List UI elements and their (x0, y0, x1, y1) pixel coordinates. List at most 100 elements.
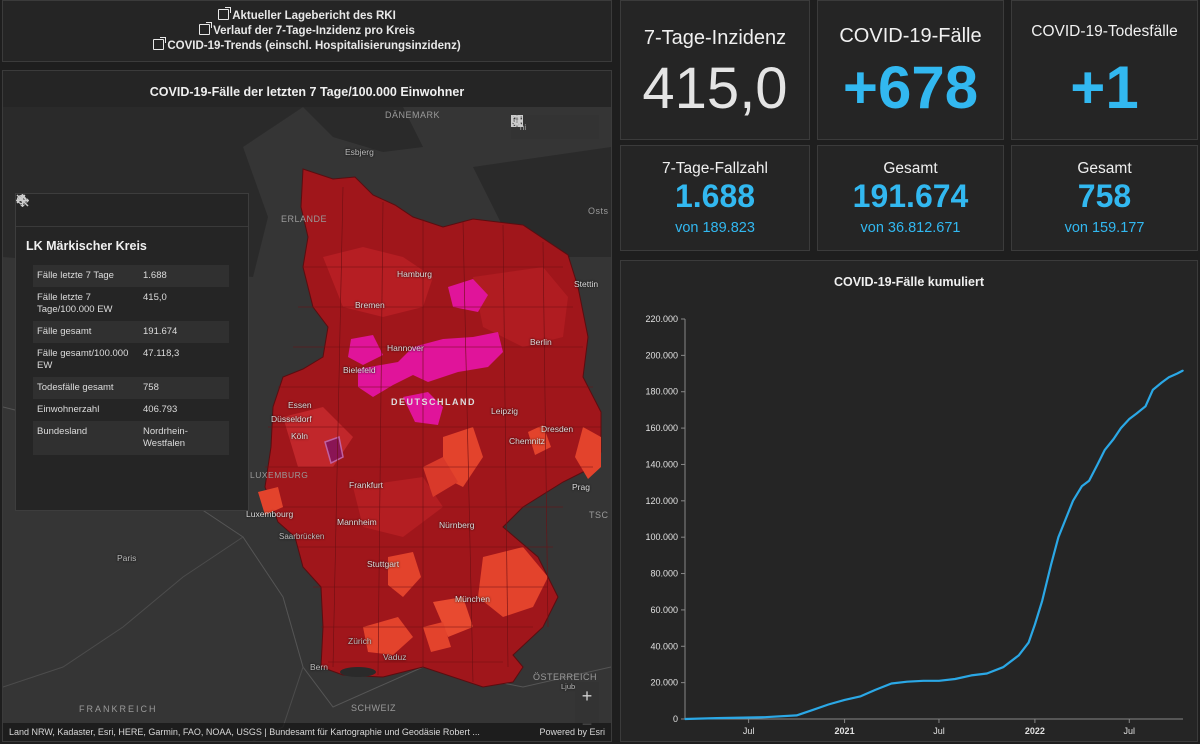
y-tick-label: 80.000 (650, 569, 678, 579)
city-prag: Prag (572, 482, 590, 492)
city-bremen: Bremen (355, 300, 385, 310)
attribute-key: Einwohnerzahl (37, 404, 100, 415)
label-schweiz: SCHWEIZ (351, 703, 396, 713)
kpi-tode: COVID-19-Todesfälle +1 (1011, 0, 1198, 140)
y-tick-label: 180.000 (645, 387, 678, 397)
powered-by[interactable]: Powered by Esri (539, 727, 605, 737)
attribute-key: Fälle gesamt/100.000 EW (37, 348, 129, 371)
data-point (1096, 463, 1099, 466)
attribute-value: 758 (139, 377, 229, 399)
attribute-key: Fälle letzte 7 Tage (33, 265, 139, 287)
data-point (922, 680, 925, 682)
chart-title: COVID-19-Fälle kumuliert (833, 275, 985, 289)
link-trends[interactable]: COVID-19-Trends (einschl. Hospitalisieru… (153, 36, 461, 54)
city-essen: Essen (288, 400, 312, 410)
bookmark-button[interactable] (511, 115, 555, 139)
city-luxembourg: Luxembourg (246, 509, 294, 519)
kpi-value: 415,0 (642, 56, 788, 121)
basemap-button[interactable] (511, 115, 599, 139)
map-canvas (3, 107, 611, 741)
chart-panel: COVID-19-Fälle kumuliert 0 20.000 40.000 60… (620, 260, 1198, 742)
city-muenchen: München (455, 594, 490, 604)
city-paris: Paris (117, 553, 137, 563)
link-inzidenz-verlauf[interactable]: Verlauf der 7-Tage-Inzidenz pro Kreis (199, 21, 415, 39)
x-tick-label: 2021 (835, 726, 855, 736)
city-esbjerg: Esbjerg (345, 147, 374, 157)
x-tick-label: 2022 (1025, 726, 1045, 736)
legend-button[interactable] (511, 115, 577, 139)
city-leipzig: Leipzig (491, 406, 518, 416)
series-line (684, 369, 1184, 721)
data-point (843, 699, 846, 701)
data-point (716, 717, 718, 719)
data-point (1182, 369, 1184, 372)
data-point (890, 682, 893, 685)
attribute-row: Bundesland Nordrhein-Westfalen (33, 421, 229, 455)
label-frankreich: FRANKREICH (79, 704, 158, 714)
data-point (1041, 600, 1044, 602)
city-mannheim: Mannheim (337, 517, 377, 527)
city-saarbruecken: Saarbrücken (279, 532, 325, 541)
city-nuernberg: Nürnberg (439, 520, 475, 530)
attribute-value: 191.674 (139, 321, 229, 343)
data-point (986, 672, 988, 675)
data-point (906, 680, 908, 683)
kpi-label: Gesamt (883, 160, 938, 177)
x-tick-label: Jul (743, 726, 755, 736)
data-point (1050, 563, 1052, 566)
attribute-row: Todesfälle gesamt 758 (33, 377, 229, 399)
data-point (1168, 376, 1170, 378)
link-label: COVID-19-Trends (einschl. Hospitalisieru… (167, 39, 461, 52)
feature-popup: LK Märkischer Kreis Fälle letzte 7 Tage 1… (15, 193, 249, 511)
attribution-text[interactable]: Land NRW, Kadaster, Esri, HERE, Garmin, … (9, 727, 480, 737)
data-point (1120, 427, 1122, 429)
label-niederlande: ERLANDE (281, 214, 328, 224)
attribute-row: Einwohnerzahl 406.793 (33, 399, 229, 421)
kpi-label: Gesamt (1077, 160, 1132, 177)
kpi-value: +678 (842, 54, 979, 121)
kpi-sub: von 189.823 (675, 220, 755, 236)
data-point (827, 703, 830, 706)
data-point (811, 709, 814, 711)
city-zuerich: Zürich (348, 636, 372, 646)
y-tick-label: 20.000 (650, 678, 678, 688)
data-point (1057, 536, 1060, 538)
attribute-table: Fälle letzte 7 Tage 1.688 Fälle letzte 7 T… (33, 265, 229, 455)
attribute-value: 1.688 (139, 265, 229, 287)
data-point (1027, 641, 1030, 644)
label-daenemark: DÄNEMARK (385, 110, 441, 120)
data-point (954, 678, 956, 680)
kpi-sub: von 36.812.671 (860, 220, 961, 236)
data-point (1002, 666, 1004, 668)
data-point (1112, 438, 1115, 440)
link-label: Verlauf der 7-Tage-Inzidenz pro Kreis (213, 24, 415, 37)
data-point (1151, 389, 1154, 391)
city-duesseldorf: Düsseldorf (271, 414, 312, 424)
zoom-in-button[interactable]: + (581, 685, 593, 706)
map-view[interactable]: DÄNEMARK ERLANDE Osts DEUTSCHLAND TSC ÖS… (3, 107, 611, 741)
cumulative-chart[interactable]: 0 20.000 40.000 60.000 80.000 100.000 120.000 1… (621, 261, 1197, 741)
close-icon (16, 194, 26, 204)
data-point (684, 718, 686, 720)
city-bielefeld: Bielefeld (343, 365, 376, 375)
city-vaduz: Vaduz (383, 652, 407, 662)
data-point (1072, 500, 1074, 502)
kpi-label: 7-Tage-Inzidenz (643, 27, 787, 49)
city-hamburg: Hamburg (397, 269, 432, 279)
city-berlin: Berlin (530, 337, 552, 347)
popup-header: LK Märkischer Kreis (16, 194, 248, 265)
attribute-key: Bundesland (33, 421, 139, 455)
link-lagebericht[interactable]: Aktueller Lagebericht des RKI (218, 6, 396, 24)
attribute-value: 47.118,3 (143, 348, 180, 359)
popup-toolbar (16, 194, 248, 227)
map-title: COVID-19-Fälle der letzten 7 Tage/100.00… (149, 85, 465, 99)
city-koeln: Köln (291, 431, 309, 441)
data-point (938, 680, 940, 682)
attribute-row: Fälle gesamt/100.000 EW 47.118,3 (33, 343, 229, 377)
popup-title: LK Märkischer Kreis (26, 239, 147, 253)
kpi-gesamt-faelle: Gesamt 191.674 von 36.812.671 (817, 145, 1004, 251)
links-panel: Aktueller Lagebericht des RKI Verlauf de… (2, 0, 612, 62)
external-link-icon (199, 21, 213, 35)
data-point (1088, 480, 1090, 482)
external-link-icon (153, 36, 167, 50)
